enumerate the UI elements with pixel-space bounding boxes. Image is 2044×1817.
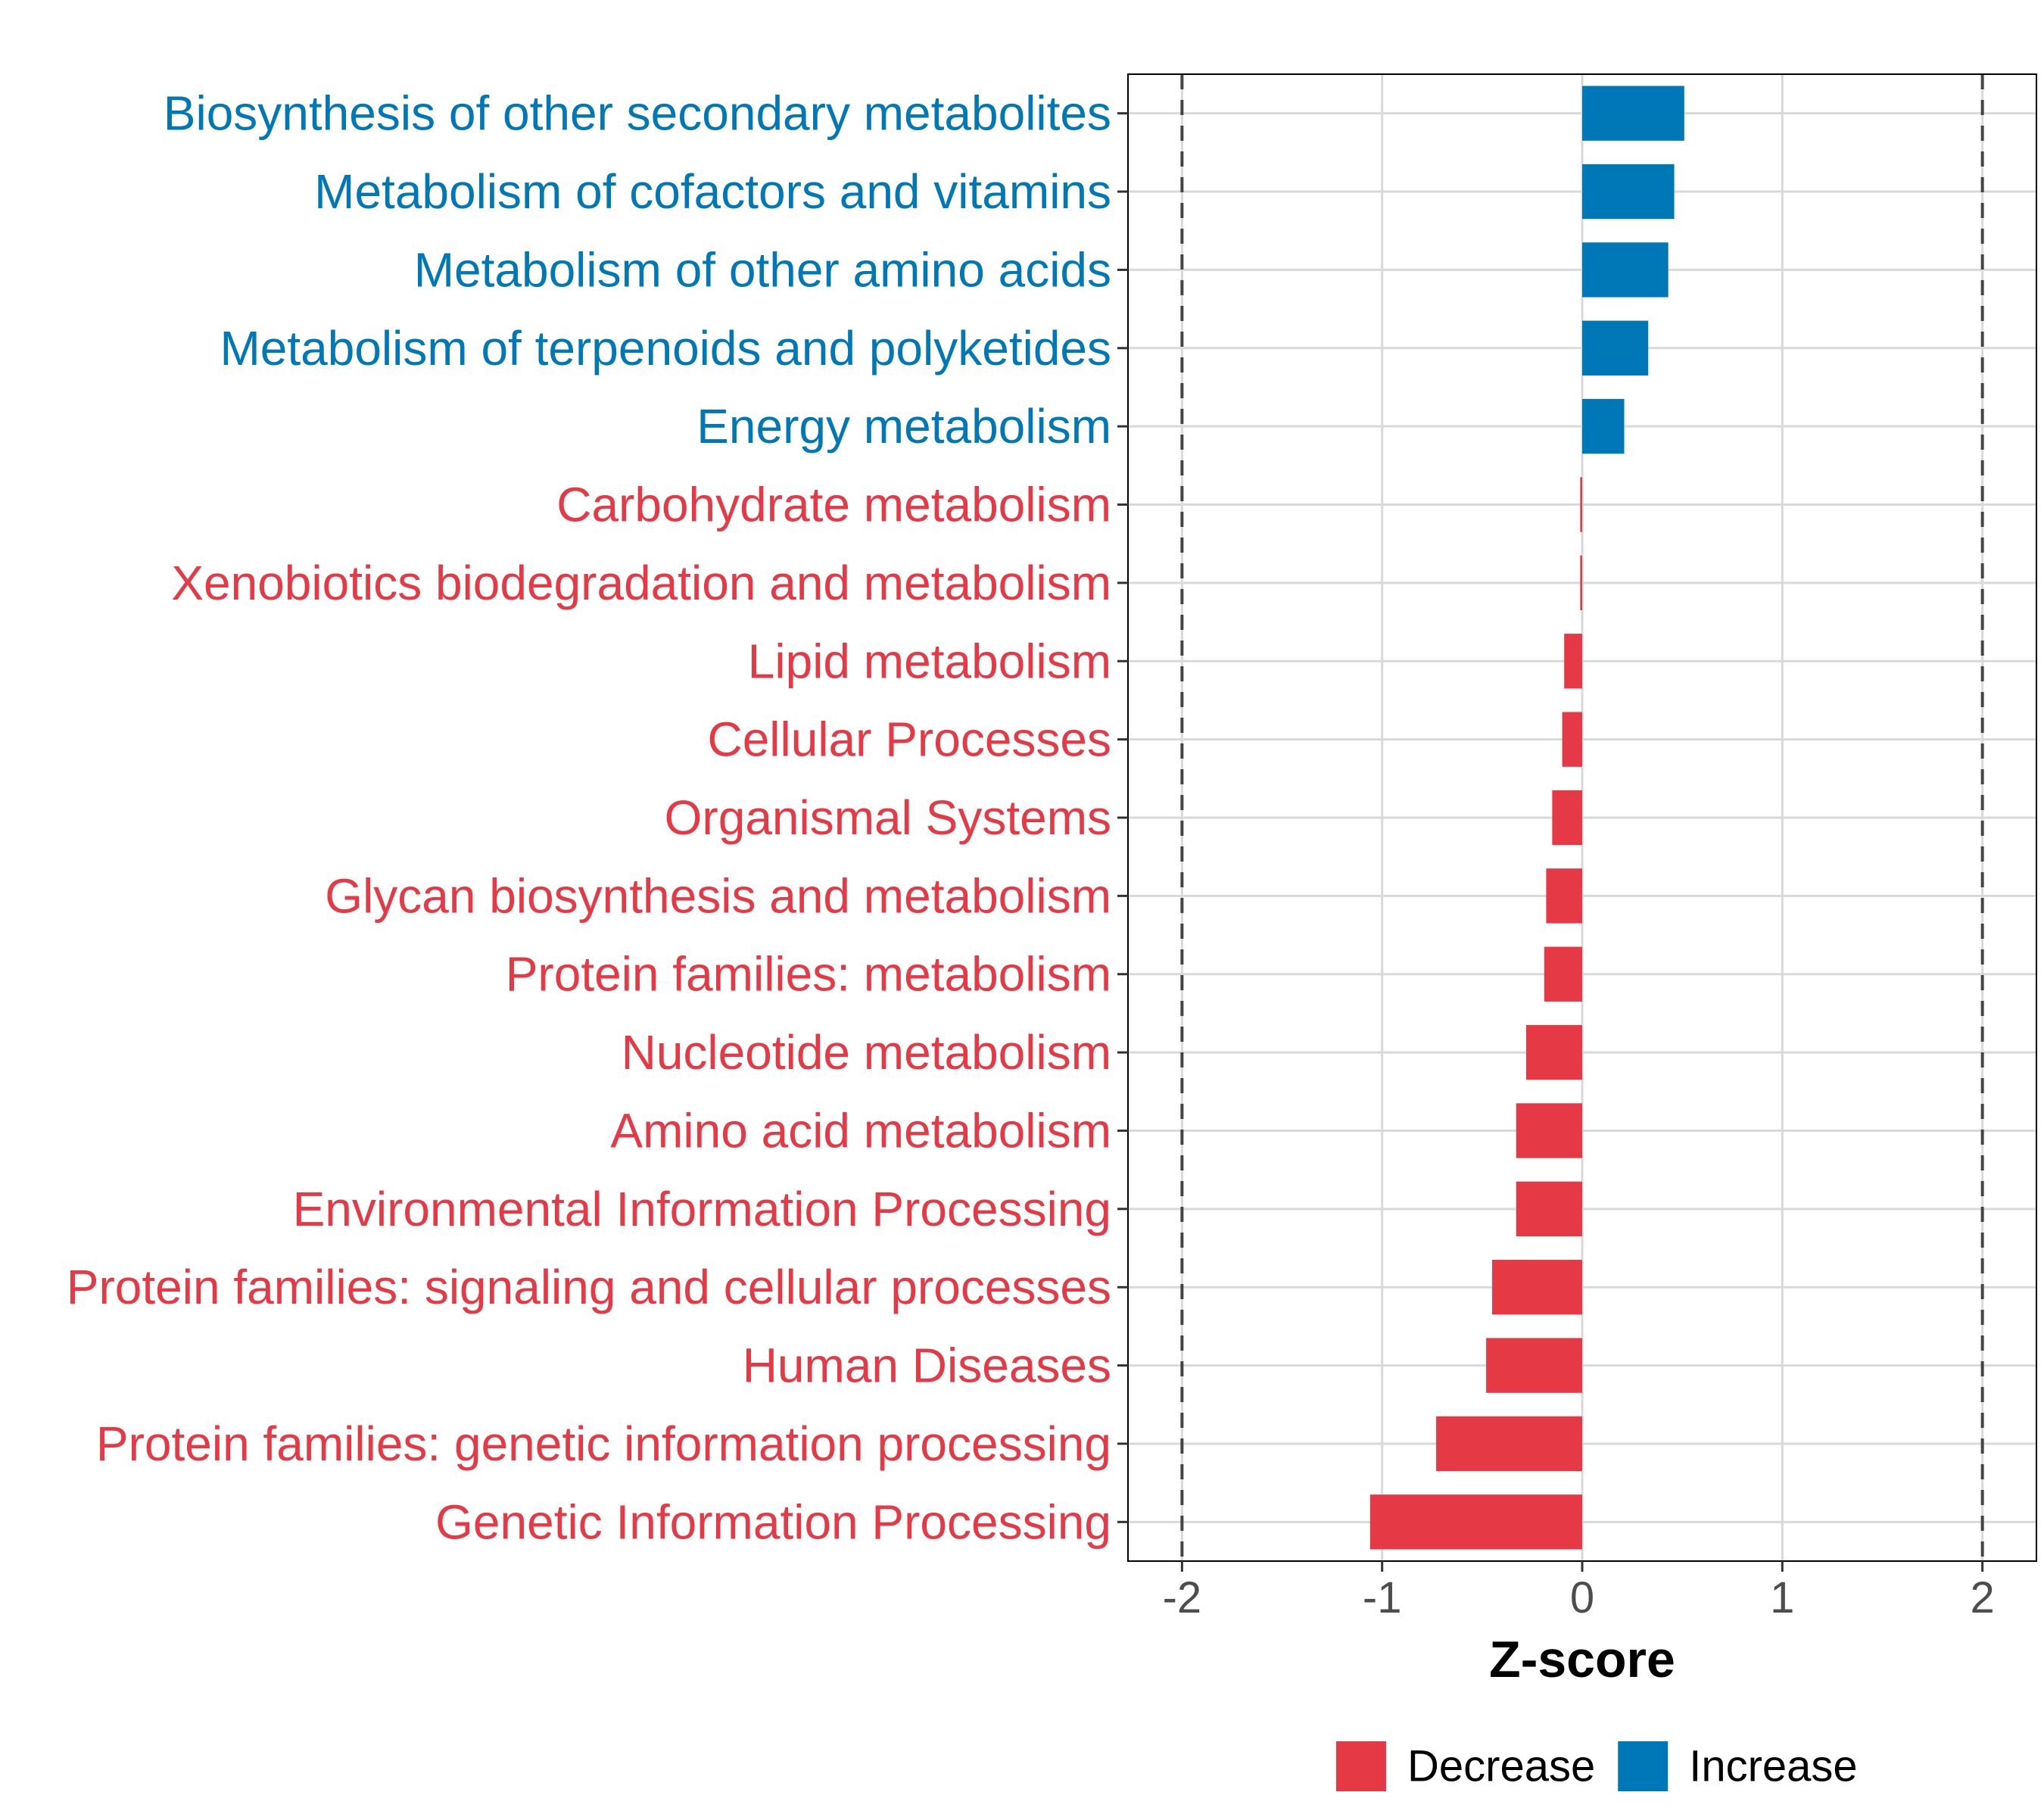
category-label: Glycan biosynthesis and metabolism [325, 868, 1111, 923]
x-tick-label: 1 [1770, 1573, 1794, 1622]
category-label: Metabolism of terpenoids and polyketides [220, 321, 1111, 376]
bar [1562, 712, 1582, 767]
category-label: Human Diseases [743, 1339, 1111, 1393]
category-label: Protein families: signaling and cellular… [67, 1260, 1111, 1314]
bar [1582, 398, 1625, 454]
category-label: Nucleotide metabolism [622, 1025, 1111, 1080]
reference-lines [1180, 74, 1984, 1561]
bar [1582, 164, 1675, 220]
category-label: Organismal Systems [665, 790, 1111, 845]
x-axis-title: Z-score [1489, 1631, 1675, 1688]
bar [1546, 868, 1582, 924]
legend: Decrease Increase [1336, 1741, 1858, 1791]
x-axis-ticks [1180, 1561, 1984, 1572]
x-axis-labels: -2 -1 0 1 2 [1163, 1573, 1995, 1622]
bar [1544, 946, 1582, 1002]
legend-swatch [1336, 1741, 1386, 1791]
bar [1369, 1494, 1582, 1550]
category-label: Protein families: genetic information pr… [96, 1417, 1111, 1471]
bar [1582, 320, 1649, 376]
bar [1486, 1338, 1582, 1393]
category-label: Carbohydrate metabolism [556, 478, 1111, 532]
bars [1369, 86, 1684, 1550]
legend-label: Increase [1689, 1742, 1857, 1791]
category-label: Environmental Information Processing [293, 1182, 1111, 1236]
bar [1552, 790, 1582, 846]
bar [1582, 86, 1684, 141]
category-label: Energy metabolism [696, 399, 1111, 453]
category-label: Amino acid metabolism [610, 1103, 1111, 1158]
bar [1525, 1024, 1582, 1080]
x-tick-label: 0 [1570, 1573, 1594, 1622]
bar [1580, 555, 1582, 611]
category-label: Cellular Processes [707, 712, 1111, 767]
category-label: Lipid metabolism [748, 634, 1111, 688]
category-label: Biosynthesis of other secondary metaboli… [164, 86, 1111, 141]
legend-swatch [1618, 1741, 1669, 1791]
category-label: Metabolism of other amino acids [414, 242, 1111, 297]
category-label: Genetic Information Processing [435, 1494, 1111, 1549]
bar [1564, 634, 1582, 689]
category-label: Metabolism of cofactors and vitamins [314, 164, 1111, 219]
bar [1580, 477, 1582, 532]
x-tick-label: 2 [1971, 1573, 1995, 1622]
x-tick-label: -1 [1363, 1573, 1402, 1622]
category-label: Protein families: metabolism [506, 947, 1111, 1002]
category-label: Xenobiotics biodegradation and metabolis… [171, 556, 1111, 610]
bar [1582, 242, 1669, 298]
bar [1516, 1181, 1582, 1237]
legend-label: Decrease [1407, 1742, 1595, 1791]
bar [1492, 1260, 1582, 1315]
bar [1516, 1103, 1582, 1158]
bar [1436, 1416, 1582, 1472]
y-axis-labels: Biosynthesis of other secondary metaboli… [67, 86, 1111, 1550]
x-tick-label: -2 [1163, 1573, 1202, 1622]
y-axis-ticks [1117, 112, 1128, 1523]
